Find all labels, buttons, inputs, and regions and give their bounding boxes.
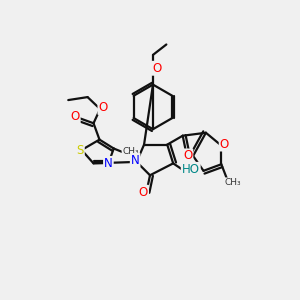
Text: O: O xyxy=(98,101,108,114)
Text: O: O xyxy=(220,138,229,151)
Text: O: O xyxy=(183,149,192,162)
Text: O: O xyxy=(70,110,80,123)
Text: CH₃: CH₃ xyxy=(224,178,241,187)
Text: S: S xyxy=(76,143,84,157)
Text: CH₃: CH₃ xyxy=(122,147,139,156)
Text: O: O xyxy=(139,186,148,199)
Text: N: N xyxy=(131,154,140,167)
Text: O: O xyxy=(152,62,161,75)
Text: HO: HO xyxy=(182,163,200,176)
Text: N: N xyxy=(104,157,113,170)
